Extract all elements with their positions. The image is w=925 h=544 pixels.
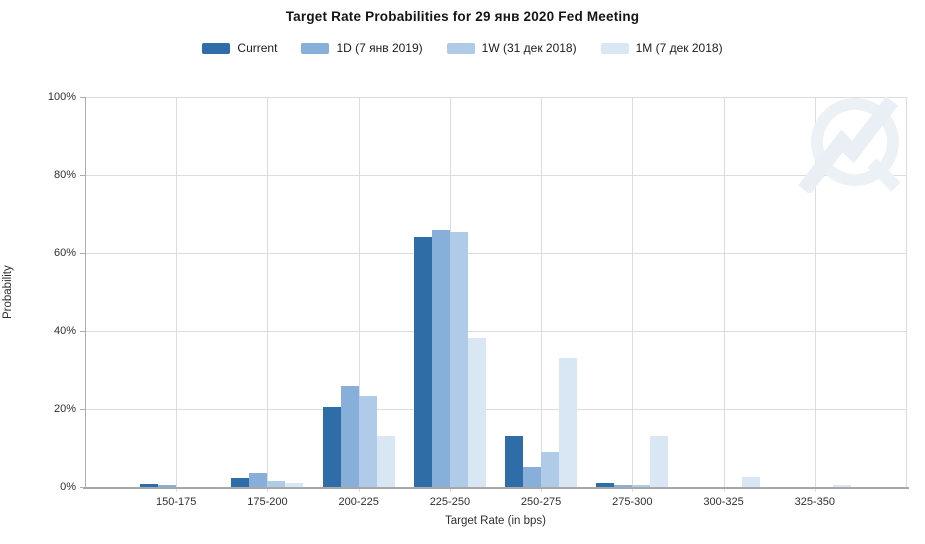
x-tick-label: 175-200 [247,496,288,508]
h-gridline [85,253,906,254]
y-axis-line [85,97,86,487]
y-axis-title: Probability [2,265,14,319]
bar [541,452,560,487]
y-tick-label: 40% [53,325,76,337]
y-tick-mark [80,331,86,332]
bar [614,485,633,487]
legend-label: Current [237,41,278,55]
bar [140,484,159,487]
legend-label: 1M (7 дек 2018) [635,41,723,55]
x-tick-label: 275-300 [612,496,653,508]
bar [267,481,286,487]
legend-item: 1W (31 дек 2018) [446,41,577,55]
x-tick-label: 225-250 [429,496,471,508]
y-tick-mark [80,487,86,488]
v-gridline [267,97,269,492]
y-tick-label: 60% [53,247,76,259]
bar [832,485,851,487]
bar [505,436,524,487]
h-gridline [85,97,906,98]
v-gridline [176,97,178,492]
plot-right-border [906,97,907,487]
y-tick-label: 0% [60,481,76,493]
bar [376,436,395,487]
bar [632,485,651,487]
legend-label: 1W (31 дек 2018) [481,41,577,55]
v-gridline [723,97,725,492]
y-tick-label: 80% [53,169,76,181]
y-tick-label: 20% [53,403,76,415]
bar [467,338,486,487]
legend-swatch [301,42,330,54]
bar [249,473,268,487]
bar [285,483,304,487]
h-gridline [85,331,906,332]
bar [596,483,615,487]
x-tick-label: 250-275 [520,496,562,508]
h-gridline [85,409,906,410]
legend-label: 1D (7 янв 2019) [336,41,423,55]
legend-item: Current [202,41,277,55]
legend-swatch [600,42,629,54]
legend-swatch [446,42,475,54]
bar [650,436,669,487]
y-tick-mark [80,409,86,410]
y-tick-mark [80,253,86,254]
h-gridline [85,175,906,176]
x-tick-label: 200-225 [338,496,379,508]
bar [523,467,542,487]
x-axis-title: Target Rate (in bps) [445,515,546,527]
bar [231,478,250,487]
bar [431,230,450,487]
x-axis-line [83,487,909,489]
bar [741,477,760,487]
x-tick-label: 300-325 [703,496,744,508]
x-tick-label: 150-175 [156,496,197,508]
bar [322,407,341,487]
y-tick-mark [80,97,86,98]
v-gridline [358,97,360,492]
y-tick-label: 100% [47,91,76,103]
bar [158,485,177,487]
quik-watermark-icon [798,96,901,193]
bar [449,232,468,487]
bar [358,396,377,487]
chart-title: Target Rate Probabilities for 29 янв 202… [285,9,640,24]
v-gridline [632,97,634,492]
v-gridline [814,97,816,492]
legend: Current 1D (7 янв 2019) 1W (31 дек 2018) 1M… [0,41,925,55]
bar [413,237,432,487]
bar [559,358,578,487]
legend-item: 1M (7 дек 2018) [600,41,723,55]
legend-swatch [202,42,231,54]
legend-item: 1D (7 янв 2019) [301,41,423,55]
y-tick-mark [80,175,86,176]
x-tick-label: 325-350 [794,496,835,508]
bar [340,386,359,487]
v-gridline [541,97,543,492]
